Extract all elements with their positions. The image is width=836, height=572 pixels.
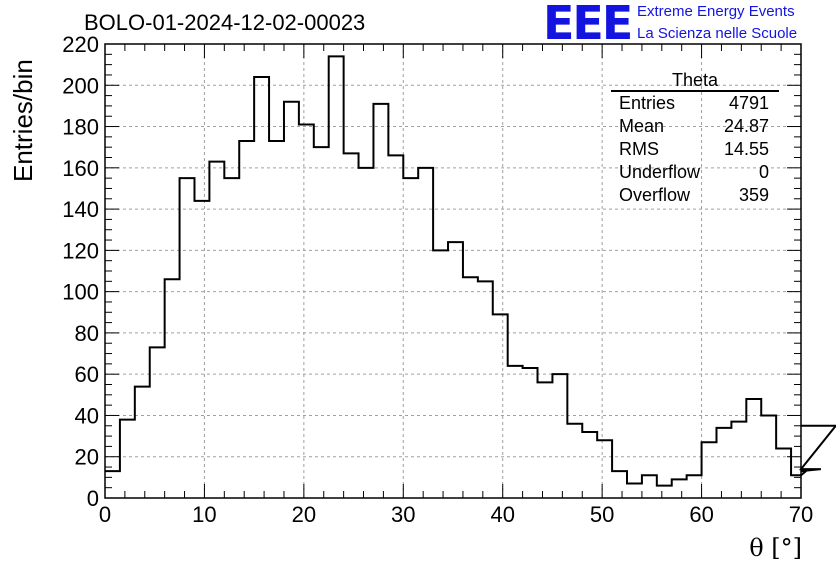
stats-label: Entries [619,93,676,113]
y-tick-label: 120 [62,238,99,263]
y-tick-label: 160 [62,156,99,181]
stats-row-entries: Entries 4791 [611,92,779,115]
stats-box: Theta Entries 4791 Mean 24.87 RMS 14.55 … [611,70,779,207]
y-tick-label: 20 [75,445,99,470]
stats-label: RMS [619,139,659,159]
chart-title: BOLO-01-2024-12-02-00023 [84,10,366,35]
stats-value: 24.87 [723,116,769,136]
stats-row-mean: Mean 24.87 [611,115,779,138]
stats-row-rms: RMS 14.55 [611,138,779,161]
y-tick-label: 220 [62,32,99,57]
histogram-outline [105,55,836,487]
y-tick-label: 80 [75,321,99,346]
x-tick-label: 0 [99,502,111,527]
grid-lines [105,44,801,498]
y-tick-label: 180 [62,115,99,140]
y-tick-labels: 0 20 40 60 80 100 120 140 160 180 200 220 [62,32,99,511]
y-tick-label: 200 [62,73,99,98]
stats-row-underflow: Underflow 0 [611,161,779,184]
x-tick-labels: 0 10 20 30 40 50 60 70 [99,502,813,527]
x-tick-label: 20 [292,502,316,527]
x-tick-label: 40 [490,502,514,527]
x-tick-label: 10 [192,502,216,527]
x-tick-label: 60 [689,502,713,527]
stats-label: Underflow [619,162,701,182]
stats-value: 359 [738,185,769,205]
x-axis-label: θ [°] [749,534,802,562]
logo-caption-1: Extreme Energy Events [637,3,795,20]
stats-label: Mean [619,116,665,136]
stats-row-overflow: Overflow 359 [611,184,779,207]
x-tick-label: 50 [590,502,614,527]
x-tick-label: 30 [391,502,415,527]
y-tick-label: 100 [62,280,99,305]
plot-frame [104,43,802,499]
stats-value: 0 [758,162,769,182]
stats-value: 14.55 [723,139,769,159]
y-axis-label: Entries/bin [8,59,38,182]
axis-ticks [104,43,802,499]
eee-logo: EEE [543,0,633,50]
y-tick-label: 40 [75,403,99,428]
stats-value: 4791 [728,93,769,113]
y-tick-label: 140 [62,197,99,222]
x-tick-label: 70 [789,502,813,527]
logo-caption-2: La Scienza nelle Scuole [637,25,798,42]
y-tick-label: 60 [75,362,99,387]
stats-label: Overflow [619,185,691,205]
stats-title: Theta [611,70,779,92]
y-tick-label: 0 [87,486,99,511]
